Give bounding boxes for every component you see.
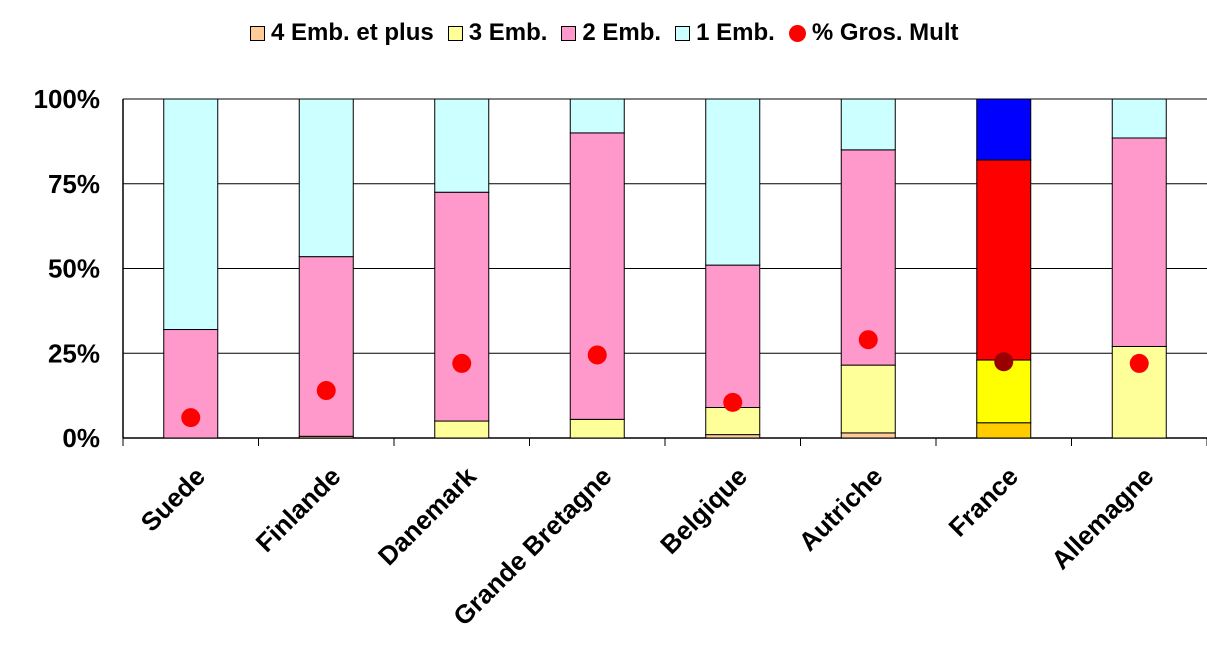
legend-item-2-emb: 2 Emb. [561,19,661,47]
bar-segment [569,132,625,420]
x-category-label: Suede [135,461,211,537]
x-category-label: Finlande [250,461,347,558]
bar-segment [569,98,625,134]
bar-segment [569,418,625,439]
bar-segment [163,98,219,331]
gros-mult-marker [316,381,336,401]
legend-swatch-2-emb [561,25,577,41]
x-category-label: Allemagne [1045,461,1159,575]
bar-segment [1111,137,1167,347]
y-tick-label: 75% [48,169,100,199]
bar-segment [298,256,354,437]
bar-segment [976,422,1032,439]
bar-segment [705,264,761,408]
x-category-label: Autriche [793,461,889,557]
gros-mult-marker [994,352,1014,372]
gros-mult-marker [587,345,607,365]
bar-segment [976,159,1032,361]
legend-label-1-emb: 1 Emb. [696,19,775,46]
legend-item-3-emb: 3 Emb. [447,19,548,47]
bar-segment [976,98,1032,161]
legend-label-3-emb: 3 Emb. [468,19,548,46]
bar-segment [298,98,354,258]
gros-mult-marker [452,353,472,373]
bar-segment [705,434,761,439]
gros-mult-marker [723,392,743,412]
legend-item-1-emb: 1 Emb. [675,19,775,47]
x-category-label: Danemark [372,461,483,572]
bar-segment [840,149,896,366]
legend-label-2-emb: 2 Emb. [582,19,662,46]
bar-segment [840,364,896,434]
y-tick-label: 50% [48,254,100,284]
bar-segment [705,98,761,266]
gros-mult-marker [1129,353,1149,373]
bar-segment [840,98,896,151]
legend-label-gros-mult: % Gros. Mult [811,19,959,46]
legend-swatch-3-emb [447,25,463,41]
y-tick-label: 25% [48,338,100,368]
bar-segment [434,98,490,193]
bar-segment [1111,98,1167,139]
gros-mult-marker [858,330,878,350]
bar-segment [840,432,896,439]
y-tick-label: 100% [34,84,101,114]
chart-legend: 4 Emb. et plus 3 Emb. 2 Emb. 1 Emb. % Gr… [250,16,958,50]
legend-item-gros-mult: % Gros. Mult [788,19,959,47]
gros-mult-marker [181,408,201,428]
x-category-label: France [942,461,1024,543]
legend-item-4-emb: 4 Emb. et plus [250,19,434,47]
legend-label-4-emb: 4 Emb. et plus [271,19,434,46]
legend-swatch-4-emb [250,25,265,41]
legend-marker-gros-mult [788,24,806,42]
x-category-label: Belgique [654,461,753,560]
y-tick-label: 0% [62,423,100,453]
bar-segment [434,420,490,439]
legend-swatch-1-emb [675,25,691,41]
bar-segment [705,406,761,436]
bar-segment [434,191,490,422]
